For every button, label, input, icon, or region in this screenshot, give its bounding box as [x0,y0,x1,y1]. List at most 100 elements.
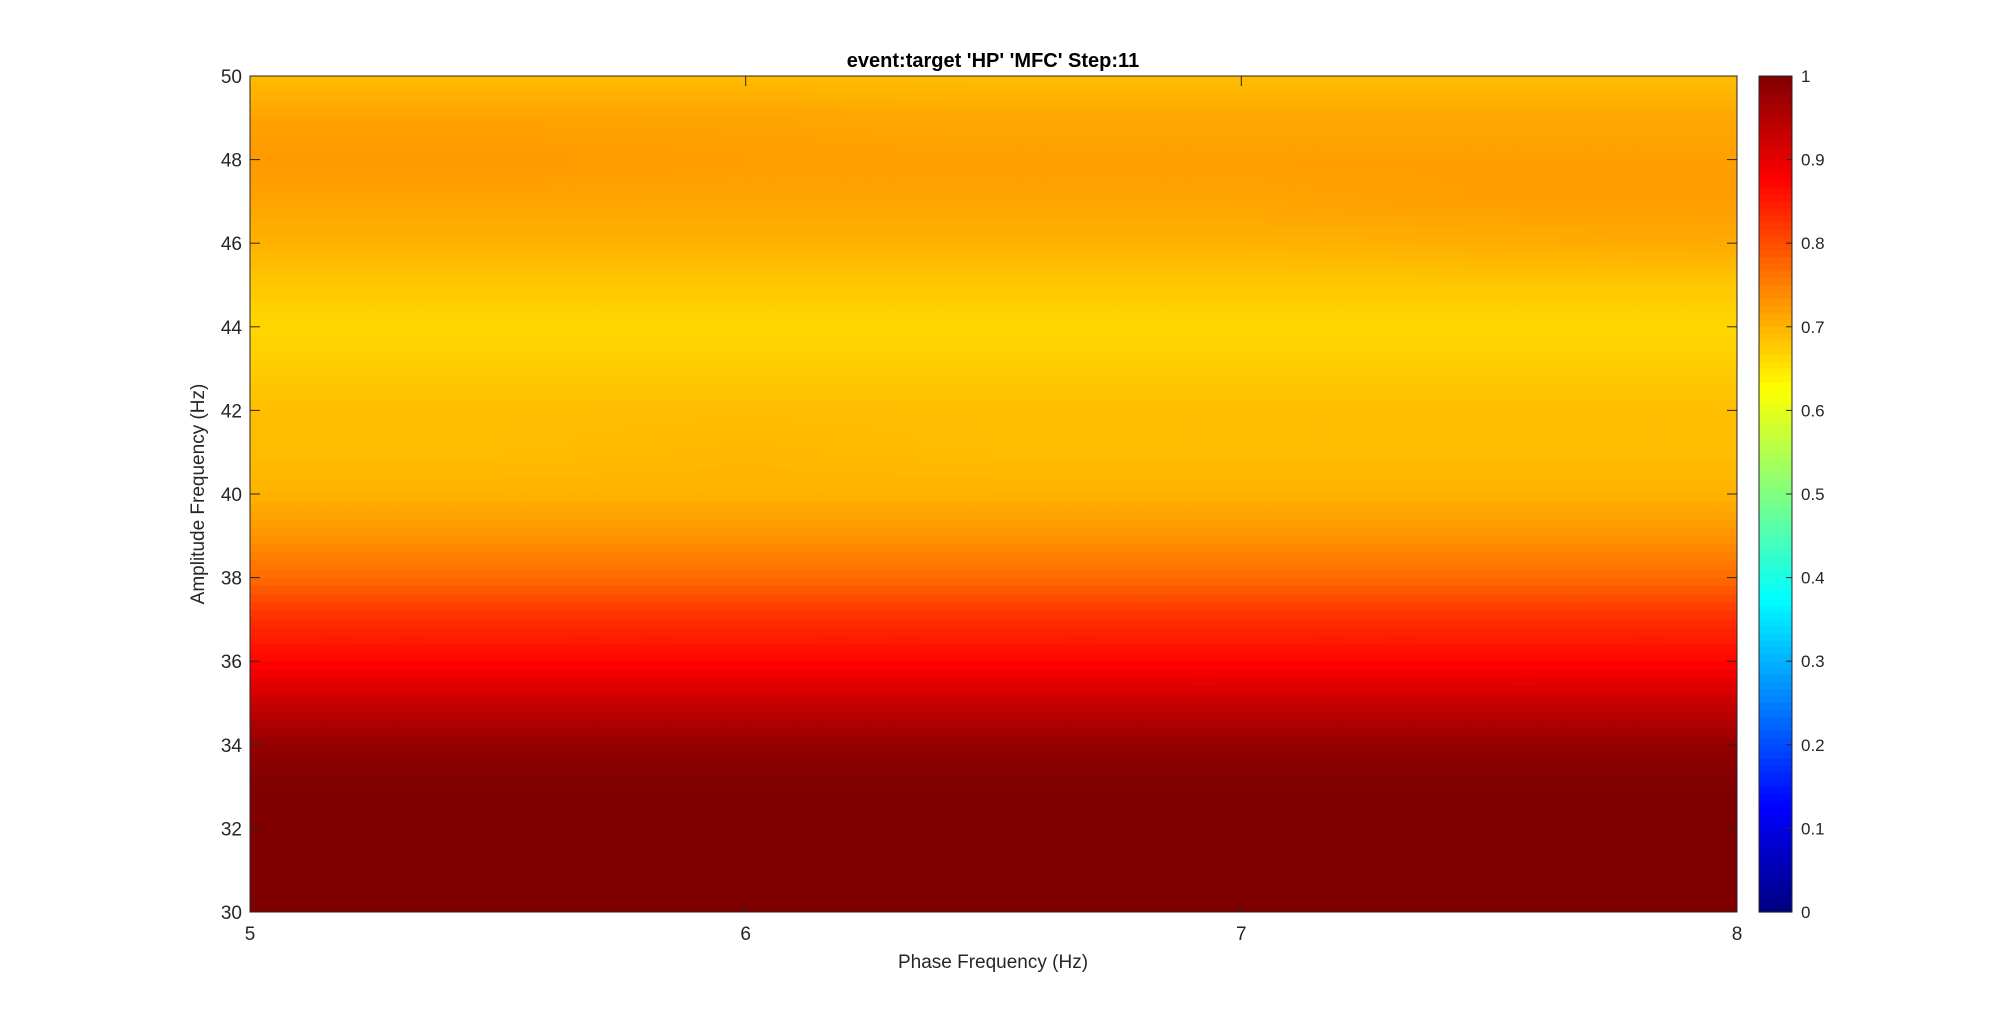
heatmap-cell [522,711,548,721]
heatmap-cell [621,376,648,386]
heatmap-cell [1166,468,1193,478]
heatmap-cell [720,619,747,629]
heatmap-cell [473,427,499,437]
heatmap-cell [745,686,772,696]
heatmap-cell [1613,368,1639,378]
heatmap-cell [745,460,772,470]
heatmap-cell [993,427,1019,437]
heatmap-cell [1637,602,1664,612]
heatmap-cell [1266,611,1292,620]
heatmap-cell [497,151,524,161]
heatmap-cell [1315,101,1342,111]
heatmap-cell [1117,351,1143,361]
heatmap-cell [1216,209,1242,219]
heatmap-cell [1340,176,1366,186]
heatmap-cell [522,728,548,738]
heatmap-cell [398,243,425,253]
heatmap-cell [844,151,871,161]
heatmap-cell [621,201,648,211]
heatmap-cell [547,510,573,520]
heatmap-cell [1538,310,1565,320]
heatmap-cell [1043,201,1069,211]
heatmap-cell [1414,76,1441,85]
heatmap-cell [324,527,350,537]
heatmap-cell [1241,234,1267,244]
heatmap-cell [1365,301,1391,311]
heatmap-cell [1538,109,1565,119]
heatmap-cell [1216,376,1242,386]
heatmap-cell [745,585,772,595]
heatmap-cell [398,711,425,721]
heatmap-cell [1637,159,1664,169]
heatmap-cell [720,460,747,470]
heatmap-cell [919,736,945,746]
heatmap-cell [1166,234,1193,244]
heatmap-cell [1538,126,1565,136]
heatmap-cell [497,744,524,754]
heatmap-cell [770,761,796,771]
heatmap-cell [473,435,499,445]
heatmap-cell [646,318,672,328]
heatmap-cell [349,519,375,529]
heatmap-cell [1315,201,1342,211]
heatmap-cell [1365,134,1391,144]
heatmap-cell [1092,611,1119,620]
heatmap-cell [770,460,796,470]
heatmap-cell [1662,611,1689,620]
heatmap-cell [621,736,648,746]
heatmap-cell [1712,627,1737,637]
heatmap-cell [968,343,995,353]
heatmap-cell [1365,552,1391,562]
heatmap-cell [398,285,425,294]
heatmap-cell [1563,494,1589,503]
heatmap-cell [770,293,796,303]
heatmap-cell [869,761,895,771]
heatmap-cell [720,686,747,696]
heatmap-cell [1266,602,1292,612]
heatmap-cell [621,569,648,579]
heatmap-cell [1613,76,1639,85]
heatmap-cell [1266,159,1292,169]
heatmap-cell [373,711,400,721]
heatmap-cell [547,677,573,687]
heatmap-cell [349,360,375,370]
heatmap-cell [745,318,772,328]
heatmap-cell [1513,468,1540,478]
heatmap-cell [894,669,920,679]
heatmap-cell [1241,502,1267,512]
heatmap-cell [894,251,920,261]
heatmap-cell [1637,527,1664,537]
heatmap-cell [795,410,821,420]
heatmap-cell [1290,101,1317,111]
heatmap-cell [274,301,301,311]
heatmap-cell [274,418,301,428]
heatmap-cell [373,560,400,570]
heatmap-cell [646,402,672,411]
heatmap-cell [993,251,1019,261]
heatmap-cell [1092,744,1119,754]
heatmap-cell [1142,577,1168,587]
heatmap-cell [869,226,895,236]
heatmap-cell [621,151,648,161]
heatmap-cell [373,644,400,654]
heatmap-cell [1390,602,1416,612]
heatmap-cell [894,234,920,244]
heatmap-cell [894,351,920,361]
heatmap-cell [1588,711,1614,721]
heatmap-cell [1266,335,1292,345]
heatmap-cell [968,276,995,286]
heatmap-cell [423,661,449,671]
heatmap-cell [1241,101,1267,111]
heatmap-cell [448,259,474,269]
heatmap-cell [1613,736,1639,746]
heatmap-cell [1067,577,1094,587]
heatmap-cell [423,761,449,771]
heatmap-cell [349,410,375,420]
heatmap-cell [1637,268,1664,278]
heatmap-cell [1588,193,1614,202]
heatmap-cell [1216,167,1242,177]
heatmap-cell [1018,134,1044,144]
heatmap-cell [894,736,920,746]
heatmap-cell [1513,126,1540,136]
heatmap-cell [1712,744,1737,754]
